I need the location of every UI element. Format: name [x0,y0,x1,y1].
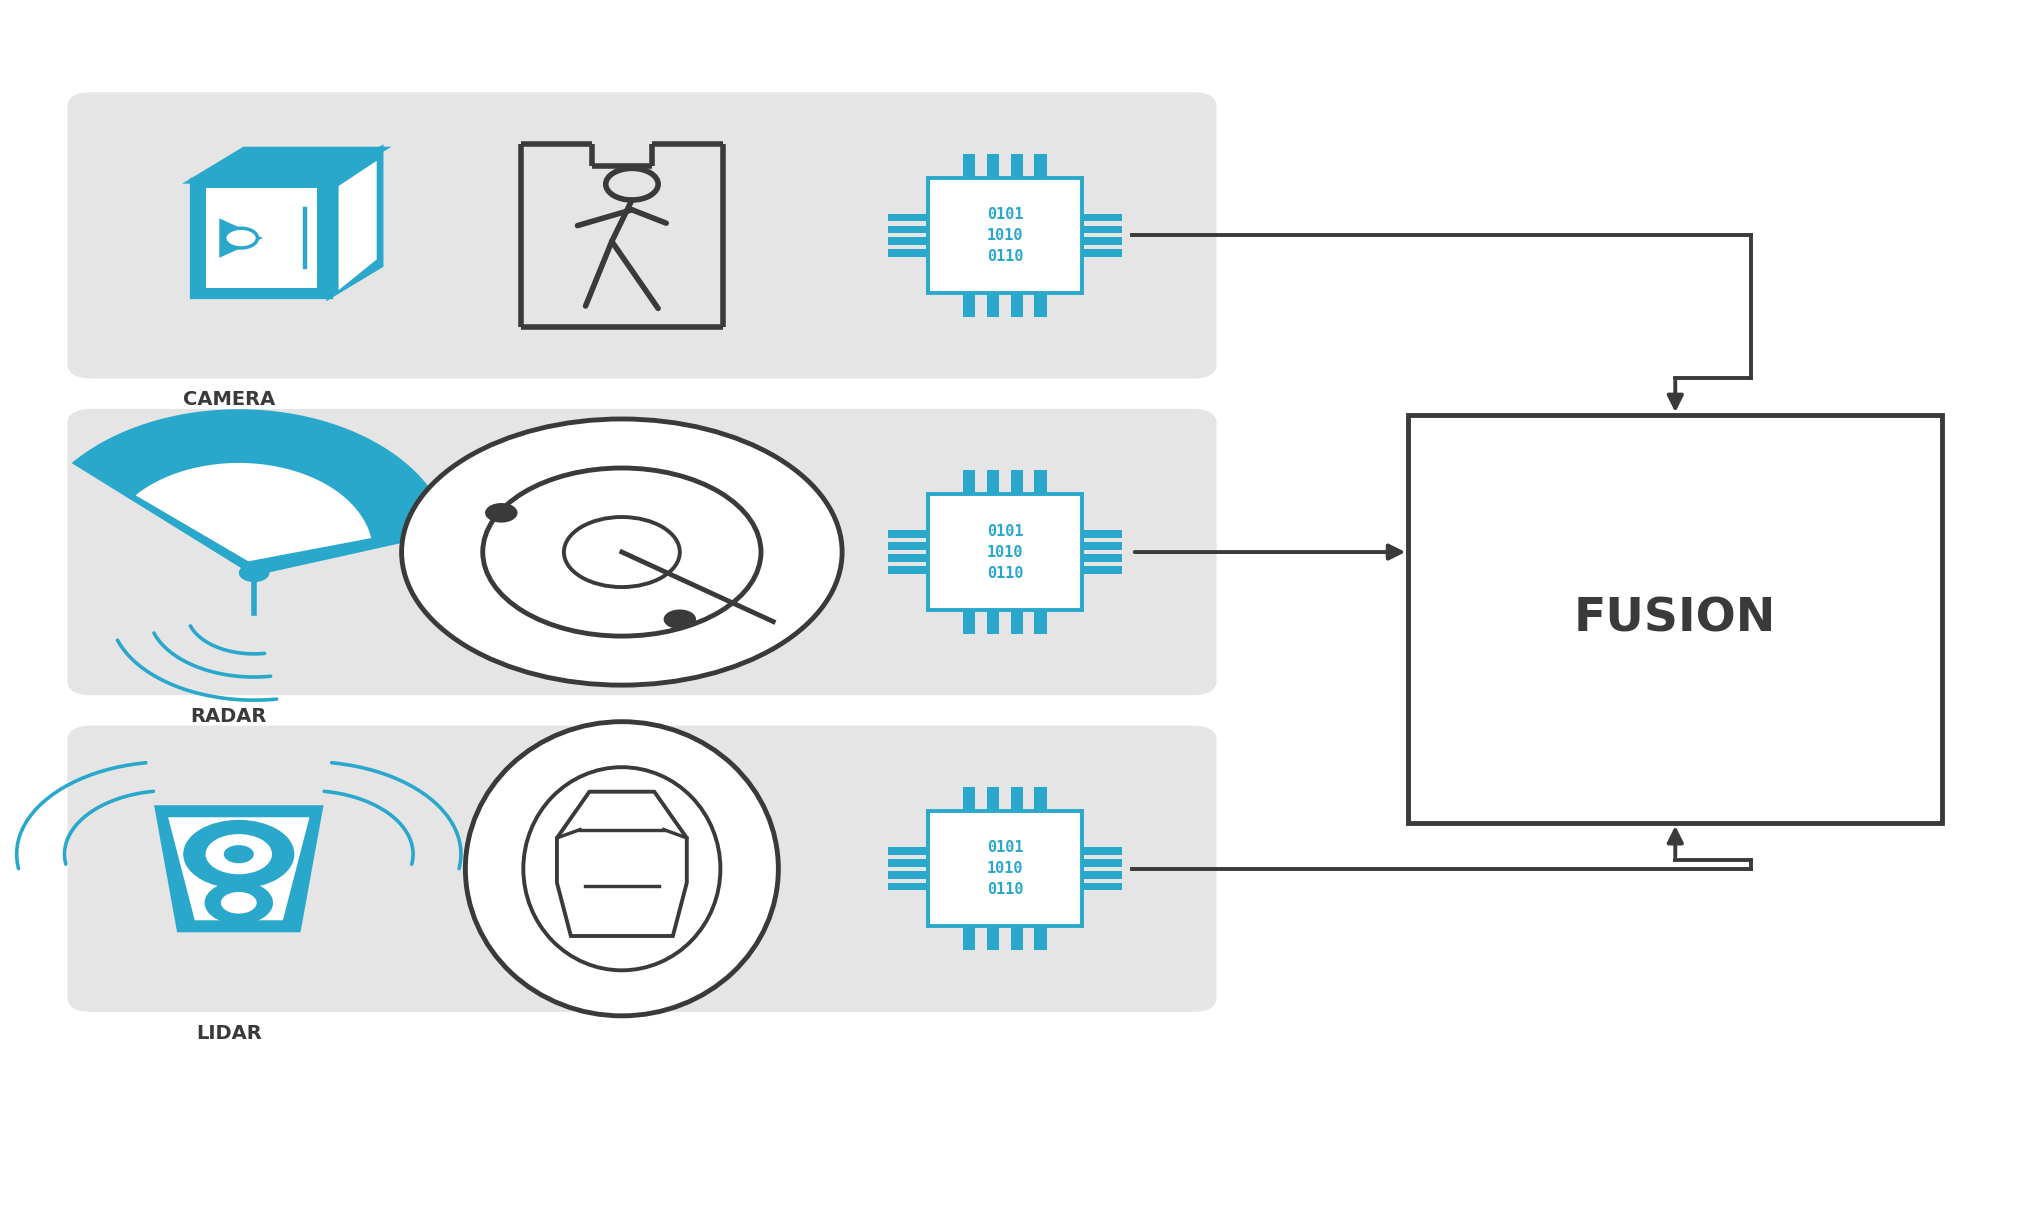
Circle shape [223,845,254,864]
Circle shape [664,610,696,630]
Bar [1035,293,1047,317]
Bar [1082,542,1123,549]
Bar [887,238,928,245]
Bar [887,531,928,538]
Bar [1082,871,1123,878]
Bar [987,154,999,177]
Bar [1082,249,1123,257]
Bar [928,811,1082,926]
Bar [1011,471,1023,494]
Bar [987,471,999,494]
Text: RADAR: RADAR [191,707,266,726]
Bar [887,882,928,891]
Bar [1035,154,1047,177]
Bar [887,213,928,222]
Polygon shape [219,218,262,257]
Polygon shape [168,817,309,920]
Bar [1409,415,1943,823]
Text: CAMERA: CAMERA [183,391,274,409]
Bar [887,249,928,257]
Polygon shape [136,463,371,562]
Bar [1035,926,1047,950]
Circle shape [205,834,272,875]
Bar [987,610,999,633]
Bar [1011,293,1023,317]
Bar [928,494,1082,610]
Polygon shape [329,150,380,296]
Bar [987,787,999,811]
Circle shape [402,419,842,685]
Bar [887,871,928,878]
Text: LIDAR: LIDAR [195,1024,262,1042]
Circle shape [485,503,518,522]
Polygon shape [77,411,447,573]
FancyBboxPatch shape [67,92,1216,378]
Bar [1035,471,1047,494]
Bar [887,554,928,562]
Text: 0101
1010
0110: 0101 1010 0110 [987,524,1023,580]
Bar [1082,531,1123,538]
Bar [1082,238,1123,245]
Polygon shape [193,150,380,181]
FancyBboxPatch shape [67,726,1216,1011]
Circle shape [207,883,272,923]
Bar [887,225,928,233]
Bar [962,926,974,950]
Bar [887,859,928,866]
Text: 0101
1010
0110: 0101 1010 0110 [987,840,1023,897]
Bar [987,926,999,950]
Bar [1082,554,1123,562]
Bar [1011,787,1023,811]
Polygon shape [339,161,378,291]
Polygon shape [158,808,321,929]
Bar [1082,882,1123,891]
Bar [962,293,974,317]
Bar [1011,154,1023,177]
Bar [987,293,999,317]
Bar [1035,610,1047,633]
Bar [1011,926,1023,950]
Circle shape [225,228,258,248]
Bar [962,471,974,494]
Bar [962,154,974,177]
Text: FUSION: FUSION [1573,596,1776,642]
Text: 0101
1010
0110: 0101 1010 0110 [987,207,1023,264]
Bar [928,177,1082,293]
Bar [1082,565,1123,574]
Bar [1011,610,1023,633]
Bar [193,181,329,296]
Circle shape [240,563,270,583]
FancyBboxPatch shape [67,409,1216,695]
Circle shape [185,822,292,887]
Bar [207,188,317,288]
Bar [1082,213,1123,222]
Bar [1082,225,1123,233]
Bar [1082,859,1123,866]
Bar [1082,848,1123,855]
Bar [887,848,928,855]
Bar [1035,787,1047,811]
Bar [962,787,974,811]
Circle shape [221,892,256,914]
Ellipse shape [465,722,777,1016]
Bar [887,565,928,574]
Bar [962,610,974,633]
Bar [887,542,928,549]
